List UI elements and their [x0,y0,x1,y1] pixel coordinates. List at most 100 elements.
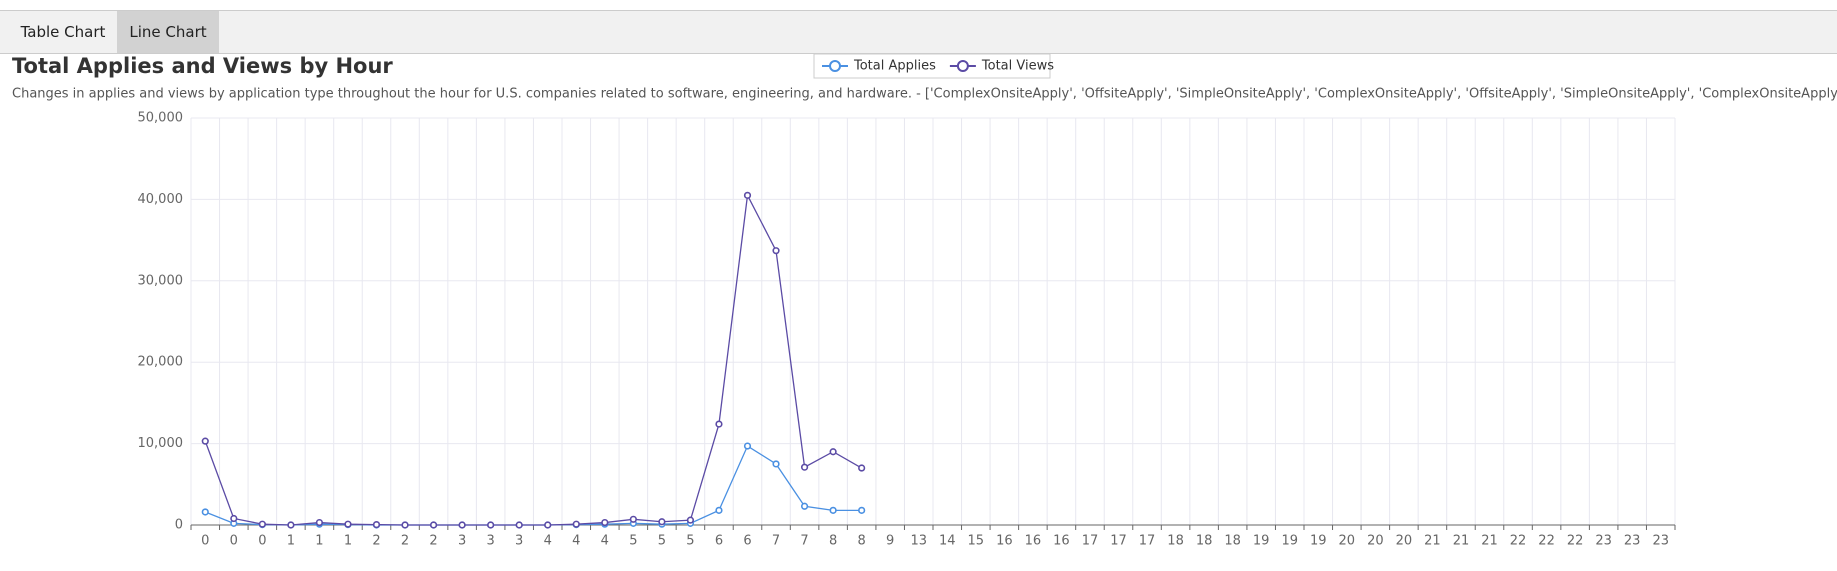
point [829,506,837,514]
x-tick-label: 2 [401,534,409,549]
point [372,520,381,529]
x-tick-label: 20 [1339,534,1356,549]
x-tick-label: 1 [287,534,295,549]
x-tick-label: 22 [1538,534,1555,549]
point [344,520,352,528]
x-tick-label: 5 [686,534,694,549]
point [230,514,238,523]
x-tick-label: 18 [1224,534,1241,549]
y-tick-label: 40,000 [138,192,184,207]
legend-box [813,53,1051,79]
x-tick-label: 8 [829,534,837,549]
x-tick-label: 21 [1453,534,1470,549]
x-tick-label: 19 [1253,534,1270,549]
x-tick-label: 13 [910,534,927,549]
chart-subtitle: Changes in applies and views by applicat… [12,87,1837,102]
x-tick-label: 0 [258,534,266,549]
point [487,521,495,529]
x-tick-label: 23 [1595,534,1612,549]
point [772,460,780,468]
point [258,520,266,528]
x-tick-label: 22 [1567,534,1584,549]
x-tick-label: 3 [458,534,466,549]
point [544,521,552,529]
point [743,191,752,199]
y-tick-label: 50,000 [138,111,184,126]
legend-marker [956,60,969,72]
x-tick-label: 23 [1652,534,1669,549]
x-tick-label: 16 [1025,534,1042,549]
point [287,521,295,529]
point [858,506,866,514]
x-tick-label: 16 [996,534,1013,549]
x-tick-label: 17 [1110,534,1127,549]
x-tick-label: 6 [715,534,723,549]
x-tick-label: 20 [1396,534,1413,549]
tab[interactable]: Table Chart [20,23,106,41]
x-tick-label: 3 [487,534,495,549]
x-tick-label: 1 [315,534,323,549]
y-tick-label: 20,000 [138,355,184,370]
tab-active[interactable]: Line Chart [117,11,219,53]
x-tick-label: 8 [858,534,866,549]
point [572,520,580,528]
x-tick-label: 20 [1367,534,1384,549]
point [429,521,438,529]
point [201,508,209,516]
x-tick-label: 7 [772,534,780,549]
point [458,521,466,529]
x-tick-label: 7 [800,534,808,549]
x-tick-label: 6 [743,534,751,549]
point [315,518,324,527]
point [800,502,809,510]
x-tick-label: 21 [1424,534,1441,549]
x-tick-label: 2 [372,534,380,549]
x-tick-label: 0 [230,534,238,549]
point [401,521,409,529]
x-tick-label: 21 [1481,534,1498,549]
series-line [204,193,862,526]
x-tick-label: 22 [1510,534,1527,549]
point [800,463,809,471]
x-tick-label: 16 [1053,534,1070,549]
x-tick-label: 9 [886,534,894,549]
point [772,247,780,255]
x-tick-label: 4 [544,534,552,549]
y-tick-label: 0 [175,518,183,533]
x-tick-label: 5 [629,534,637,549]
x-tick-label: 14 [939,534,956,549]
x-tick-label: 3 [515,534,523,549]
chart-title: Total Applies and Views by Hour [12,54,393,78]
point [515,521,523,529]
x-tick-label: 5 [658,534,666,549]
x-tick-label: 19 [1281,534,1298,549]
x-tick-label: 4 [601,534,609,549]
legend-label: Total Views [981,59,1054,74]
y-tick-label: 30,000 [138,273,184,288]
tab-bar: Table Chart Line Chart [0,10,1837,54]
x-tick-label: 17 [1139,534,1156,549]
point [601,518,609,527]
legend-label: Total Applies [853,59,936,74]
point [201,437,209,445]
x-tick-label: 17 [1082,534,1099,549]
point [686,516,695,524]
point [629,515,637,523]
x-tick-label: 23 [1624,534,1641,549]
x-tick-label: 4 [572,534,580,549]
x-tick-label: 0 [201,534,209,549]
legend-marker [829,60,841,72]
x-tick-label: 19 [1310,534,1327,549]
x-tick-label: 18 [1196,534,1213,549]
point [658,518,666,526]
point [858,464,866,472]
point [715,420,723,428]
x-tick-label: 18 [1167,534,1184,549]
point [715,506,723,514]
x-tick-label: 15 [968,534,985,549]
x-tick-label: 2 [429,534,437,549]
x-tick-label: 1 [344,534,352,549]
y-tick-label: 10,000 [138,436,184,451]
